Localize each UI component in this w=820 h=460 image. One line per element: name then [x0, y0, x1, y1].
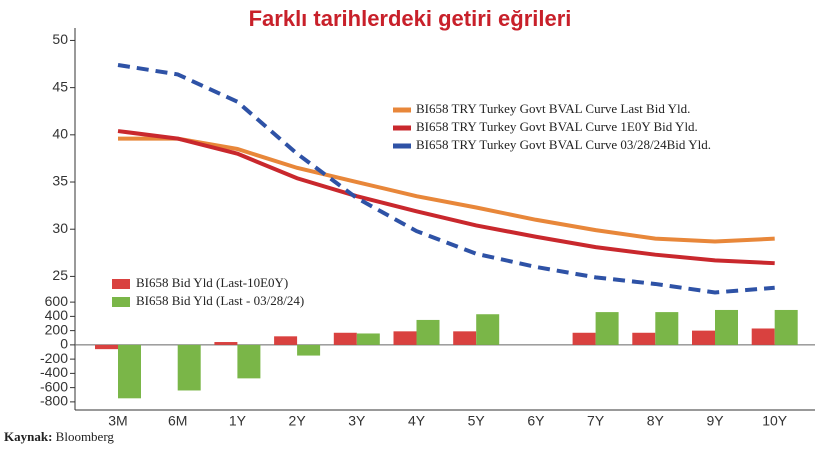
y-tick-label: -600 [40, 378, 68, 394]
y-tick-label: 40 [52, 126, 68, 142]
bar [214, 342, 238, 345]
x-tick-label: 2Y [289, 413, 307, 429]
legend-label: BI658 TRY Turkey Govt BVAL Curve 1E0Y Bi… [416, 119, 698, 134]
y-tick-label: -200 [40, 350, 68, 366]
bar [655, 312, 679, 345]
bar [692, 330, 715, 345]
bar [774, 309, 798, 345]
y-tick-label: 400 [45, 307, 69, 323]
legend-label: BI658 TRY Turkey Govt BVAL Curve 03/28/2… [416, 137, 711, 152]
y-tick-label: -800 [40, 393, 68, 409]
bar [715, 309, 738, 345]
bar [95, 344, 118, 350]
bar [333, 332, 357, 345]
x-tick-label: 8Y [647, 413, 665, 429]
bar [751, 328, 775, 345]
y-tick-label: 25 [52, 267, 68, 283]
source-text: Bloomberg [56, 429, 115, 444]
bar [632, 332, 656, 345]
y-tick-label: -400 [40, 364, 68, 380]
x-tick-label: 10Y [762, 413, 788, 429]
x-tick-label: 6M [168, 413, 187, 429]
bar [356, 333, 380, 345]
bar [572, 332, 596, 345]
legend-swatch [112, 279, 130, 289]
legend-label: BI658 Bid Yld (Last - 03/28/24) [136, 293, 304, 308]
x-tick-label: 6Y [527, 413, 545, 429]
y-tick-label: 200 [45, 321, 69, 337]
bar [177, 344, 201, 391]
x-tick-label: 9Y [706, 413, 724, 429]
legend-label: BI658 TRY Turkey Govt BVAL Curve Last Bi… [416, 101, 690, 116]
x-tick-label: 3Y [348, 413, 366, 429]
y-tick-label: 30 [52, 220, 68, 236]
legend-swatch [112, 297, 130, 307]
line-series [117, 63, 775, 295]
x-tick-label: 5Y [468, 413, 486, 429]
bar [453, 331, 477, 345]
bar [118, 344, 141, 399]
chart-title: Farklı tarihlerdeki getiri eğrileri [249, 6, 572, 31]
source: Kaynak: Bloomberg [4, 429, 114, 444]
y-tick-label: 600 [45, 293, 69, 309]
x-tick-label: 1Y [229, 413, 247, 429]
y-tick-label: 35 [52, 173, 68, 189]
bar [297, 344, 321, 356]
bar [274, 336, 298, 345]
y-tick-label: 50 [52, 31, 68, 47]
bar [237, 344, 261, 379]
x-tick-label: 7Y [587, 413, 605, 429]
bar [476, 314, 500, 345]
line-series [118, 136, 775, 244]
x-tick-label: 3M [108, 413, 127, 429]
y-tick-label: 45 [52, 78, 68, 94]
x-tick-label: 4Y [408, 413, 426, 429]
bar [416, 319, 440, 345]
source-label: Kaynak: [4, 429, 52, 444]
bar [393, 331, 417, 345]
legend-label: BI658 Bid Yld (Last-10E0Y) [136, 275, 288, 290]
bar [595, 312, 619, 345]
line-series [117, 129, 775, 266]
y-tick-label: 0 [60, 336, 68, 352]
